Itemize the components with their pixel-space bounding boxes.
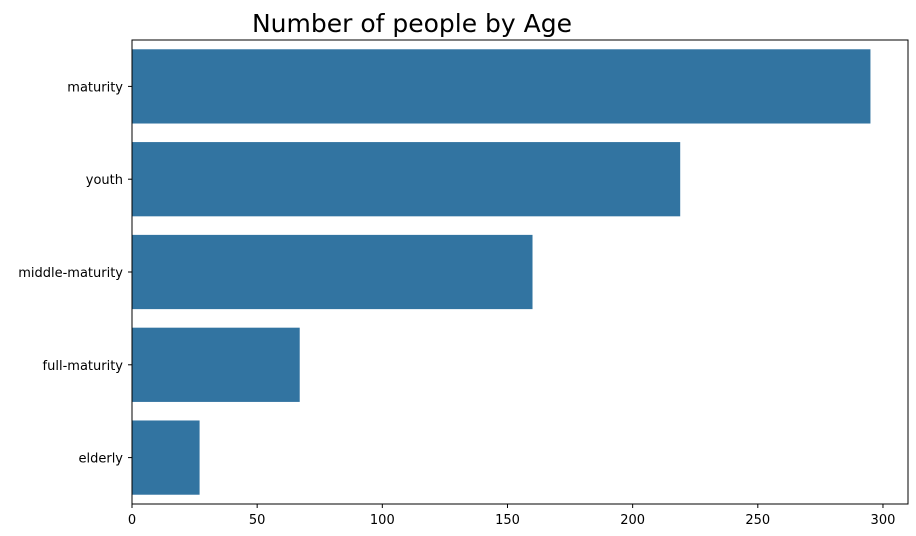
bars-group bbox=[132, 49, 871, 495]
bar-elderly bbox=[132, 420, 200, 495]
bar-full-maturity bbox=[132, 327, 300, 402]
x-tick-label: 200 bbox=[620, 513, 645, 528]
chart-title: Number of people by Age bbox=[252, 9, 572, 38]
y-tick-label: elderly bbox=[78, 452, 123, 467]
plot-frame bbox=[131, 39, 909, 505]
y-tick-label: full-maturity bbox=[43, 359, 124, 374]
x-tick-label: 150 bbox=[495, 513, 520, 528]
y-tick-label: maturity bbox=[67, 80, 123, 95]
bar-maturity bbox=[132, 49, 871, 124]
y-tick-label: youth bbox=[86, 173, 123, 188]
x-tick-label: 300 bbox=[871, 513, 896, 528]
bar-youth bbox=[132, 142, 681, 217]
axes-group: maturity youth middle-maturity full-maturit… bbox=[18, 39, 909, 528]
x-tick-label: 0 bbox=[128, 513, 136, 528]
bar-middle-maturity bbox=[132, 234, 533, 310]
x-tick-label: 100 bbox=[370, 513, 395, 528]
y-tick-label: middle-maturity bbox=[18, 266, 123, 281]
x-tick-label: 250 bbox=[745, 513, 770, 528]
x-tick-label: 50 bbox=[249, 513, 266, 528]
